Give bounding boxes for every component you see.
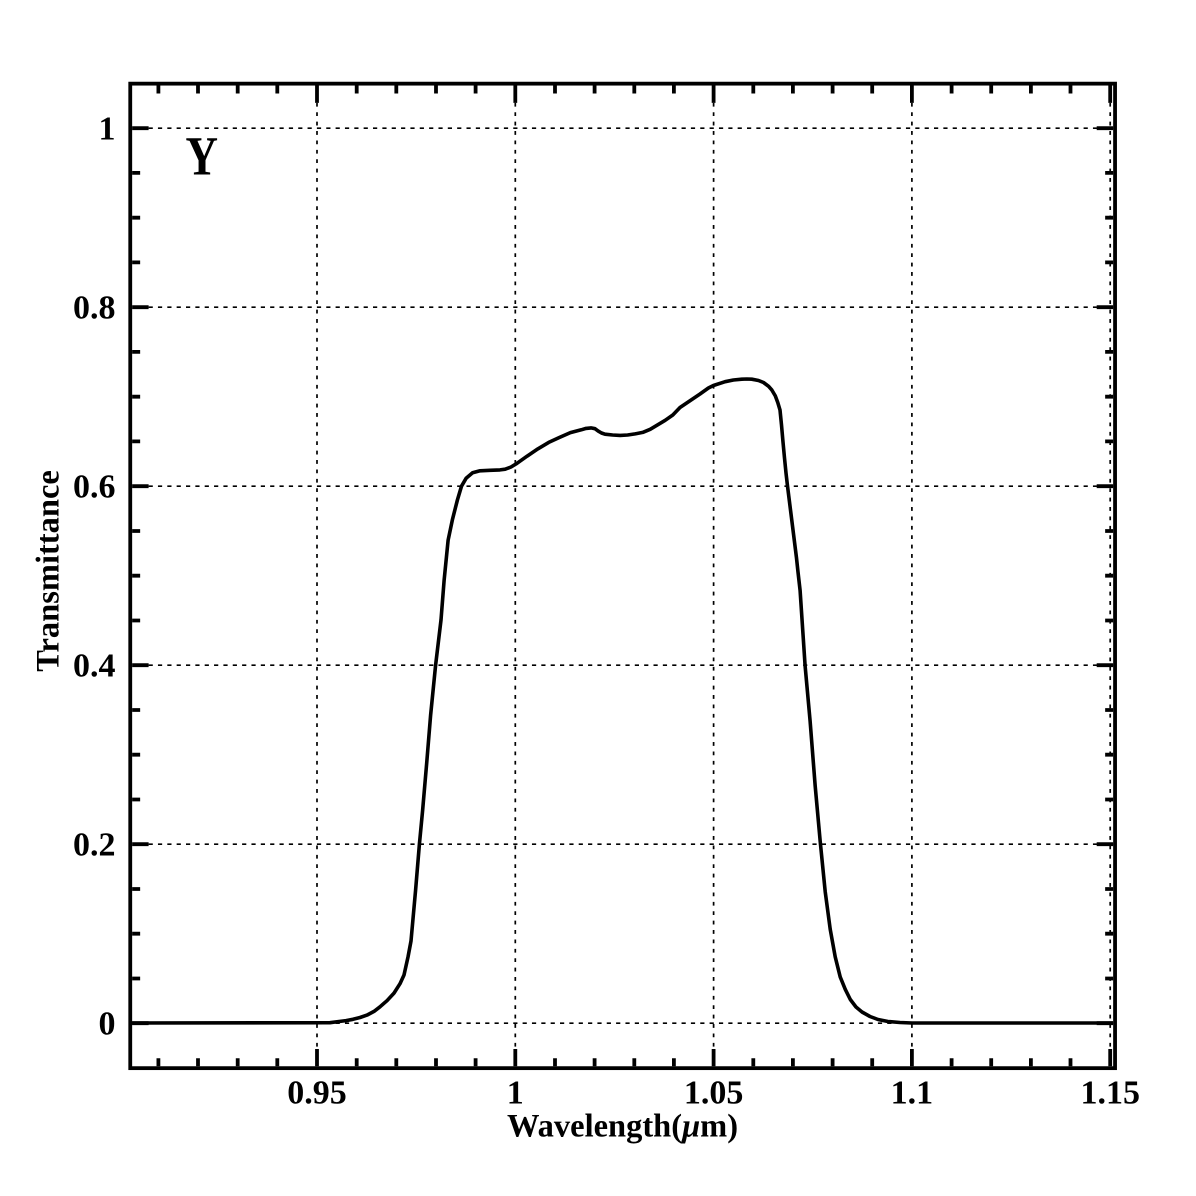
svg-text:1.05: 1.05 (684, 1075, 744, 1112)
svg-text:0.2: 0.2 (73, 827, 116, 864)
svg-text:1.15: 1.15 (1080, 1075, 1140, 1112)
svg-text:1: 1 (99, 111, 116, 148)
svg-text:Transmittance: Transmittance (31, 470, 67, 672)
svg-text:1: 1 (507, 1075, 524, 1112)
svg-text:Wavelength(μm): Wavelength(μm) (507, 1109, 738, 1145)
svg-text:Y: Y (185, 125, 217, 187)
svg-text:1.1: 1.1 (891, 1075, 934, 1112)
svg-text:0.8: 0.8 (73, 290, 116, 327)
svg-text:0.6: 0.6 (73, 469, 116, 506)
svg-text:0.4: 0.4 (73, 648, 116, 685)
svg-text:0.95: 0.95 (287, 1075, 347, 1112)
svg-text:0: 0 (99, 1006, 116, 1043)
